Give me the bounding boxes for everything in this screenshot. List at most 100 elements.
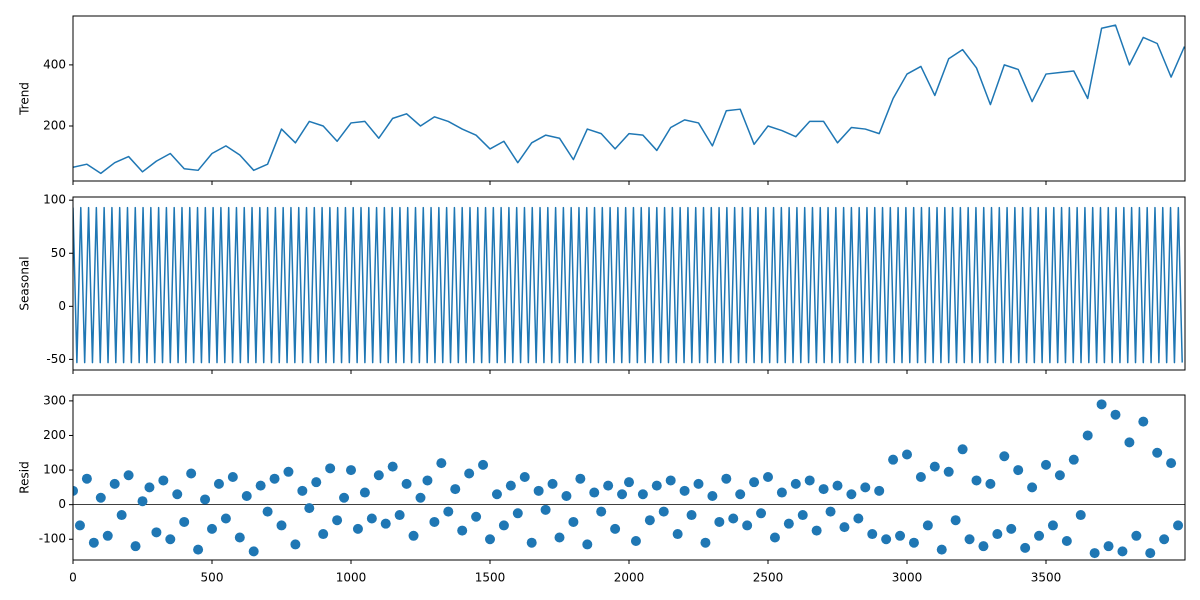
resid-point (922, 520, 933, 531)
resid-point (332, 515, 343, 526)
resid-point (742, 520, 753, 531)
resid-point (436, 458, 447, 469)
y-tick-label: -100 (39, 532, 66, 546)
resid-point (1054, 470, 1065, 481)
resid-point (234, 532, 245, 543)
resid-point (485, 534, 495, 545)
resid-point (818, 484, 829, 495)
y-tick-label: 50 (51, 246, 66, 260)
y-tick-label: -50 (46, 352, 66, 366)
y-tick-label: 200 (43, 428, 66, 442)
resid-point (401, 478, 412, 489)
resid-point (325, 463, 336, 474)
y-tick-label: 0 (58, 497, 66, 511)
resid-point (658, 506, 669, 517)
resid-point (1103, 541, 1114, 552)
resid-point (137, 496, 148, 507)
resid-point (846, 489, 857, 500)
resid-point (290, 539, 301, 550)
resid-point (1152, 447, 1163, 458)
resid-point (929, 461, 940, 472)
resid-point (207, 523, 217, 534)
resid-point (575, 473, 586, 484)
resid-point (589, 487, 600, 498)
panel: 200 400 Trend (18, 15, 1186, 185)
resid-point (255, 480, 266, 491)
resid-point (971, 475, 982, 486)
resid-point (596, 506, 607, 517)
resid-point (978, 541, 989, 552)
resid-point (790, 478, 801, 489)
resid-point (283, 466, 294, 477)
resid-point (902, 449, 912, 460)
y-axis-label: Seasonal (18, 256, 32, 310)
series-line (73, 24, 1185, 175)
resid-point (1124, 437, 1135, 448)
resid-point (936, 544, 947, 555)
resid-point (763, 471, 773, 482)
resid-point (227, 471, 238, 482)
resid-point (248, 546, 259, 557)
resid-point (651, 480, 662, 491)
plot-area (73, 24, 1185, 175)
resid-point (950, 515, 961, 526)
resid-point (262, 506, 273, 517)
x-tick-label: 1500 (475, 571, 506, 585)
resid-point (985, 478, 996, 489)
resid-point (1117, 546, 1128, 557)
resid-point (408, 530, 419, 541)
resid-point (1096, 399, 1107, 410)
resid-point (491, 489, 502, 500)
x-tick-label: 3500 (1031, 571, 1062, 585)
resid-point (471, 511, 482, 522)
resid-point (1020, 542, 1031, 553)
resid-point (915, 471, 926, 482)
resid-point (95, 492, 106, 503)
resid-point (1068, 454, 1079, 465)
resid-point (443, 506, 454, 517)
resid-point (804, 475, 815, 486)
resid-point (797, 510, 808, 521)
resid-point (88, 537, 99, 548)
resid-point (158, 475, 169, 486)
resid-point (617, 489, 628, 500)
resid-point (179, 516, 190, 527)
resid-point (943, 466, 954, 477)
resid-point (735, 489, 746, 500)
resid-point (610, 523, 621, 534)
resid-point (749, 477, 760, 488)
resid-point (311, 477, 322, 488)
resid-point (672, 529, 683, 540)
resid-point (457, 525, 468, 536)
resid-point (1075, 510, 1086, 521)
resid-point (533, 485, 544, 496)
x-tick-label: 2000 (614, 571, 645, 585)
resid-point (1145, 548, 1156, 559)
resid-point (957, 444, 968, 455)
resid-point (276, 520, 287, 531)
resid-point (123, 470, 134, 481)
resid-point (707, 491, 718, 502)
resid-point (394, 510, 405, 521)
resid-point (130, 541, 141, 552)
resid-point (165, 534, 176, 545)
resid-point (1013, 465, 1024, 476)
resid-point (116, 510, 127, 521)
y-tick-label: 0 (58, 299, 66, 313)
resid-point (200, 494, 211, 505)
resid-point (624, 477, 634, 488)
axes-frame (72, 196, 1186, 371)
resid-point (686, 510, 697, 521)
resid-point (853, 513, 864, 524)
resid-point (241, 491, 252, 502)
y-axis-label: Trend (18, 82, 32, 116)
resid-point (422, 475, 433, 486)
resid-point (450, 484, 461, 495)
resid-point (269, 473, 280, 484)
resid-point (568, 516, 579, 527)
series-line (73, 206, 1183, 364)
resid-point (352, 523, 363, 534)
resid-point (213, 478, 224, 489)
resid-point (505, 480, 516, 491)
